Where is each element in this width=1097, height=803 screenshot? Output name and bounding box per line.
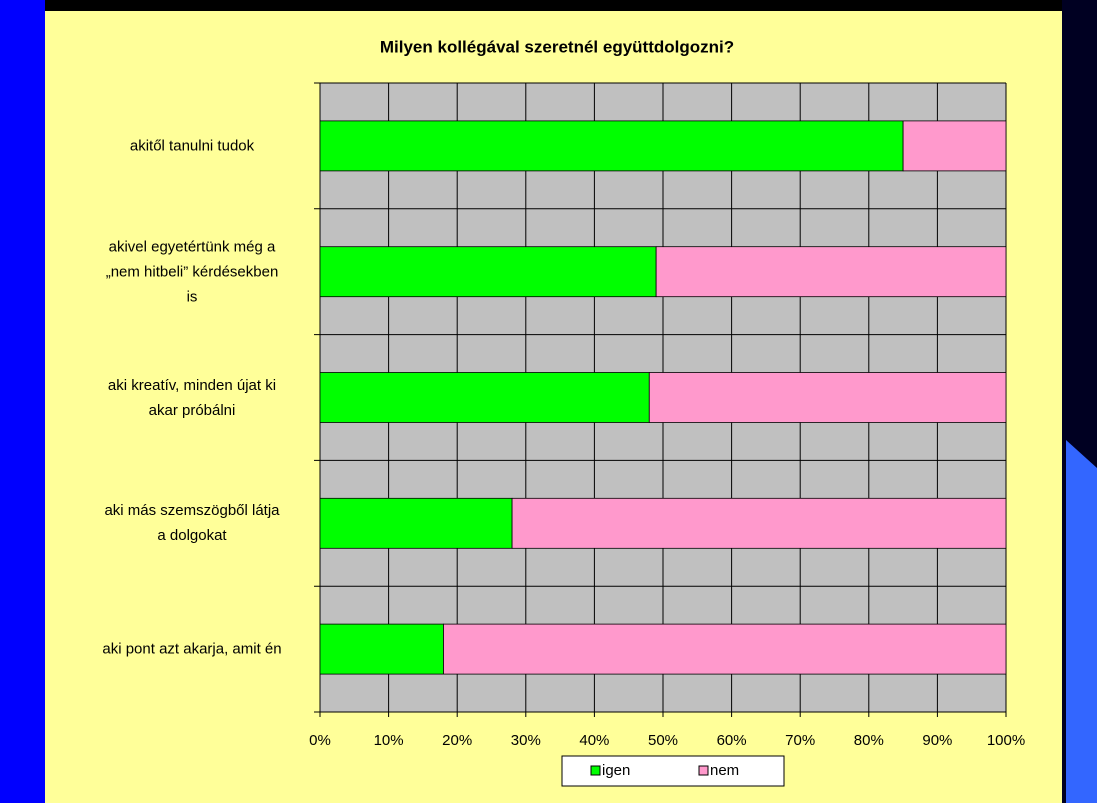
top-bar — [0, 0, 1097, 11]
y-tick-label: aki más szemszögből látja a dolgokat — [104, 502, 280, 545]
x-tick-label: 60% — [717, 732, 747, 749]
y-tick-label: akivel egyetértünk még a „nem hitbeli” k… — [105, 238, 279, 306]
bar — [648, 372, 1007, 423]
bar — [902, 120, 1007, 172]
x-tick-label: 0% — [309, 732, 331, 749]
x-tick-label: 50% — [648, 732, 678, 749]
left-stripe — [0, 0, 45, 803]
y-tick-label: aki kreatív, minden újat ki akar próbáln… — [107, 376, 277, 419]
bar — [319, 372, 650, 423]
x-tick-label: 90% — [922, 732, 952, 749]
legend-label: nem — [710, 762, 739, 779]
bar — [319, 120, 904, 172]
x-tick-label: 10% — [374, 732, 404, 749]
legend-swatch — [590, 765, 601, 776]
bar — [319, 623, 444, 675]
right-accent — [1066, 440, 1097, 803]
bar — [319, 246, 657, 298]
y-tick-label: aki pont azt akarja, amit én — [102, 640, 282, 658]
bar — [655, 246, 1007, 298]
bar — [443, 623, 1007, 675]
chart-title: Milyen kollégával szeretnél együttdolgoz… — [380, 37, 734, 56]
x-tick-label: 80% — [854, 732, 884, 749]
x-tick-label: 20% — [442, 732, 472, 749]
x-tick-label: 30% — [511, 732, 541, 749]
legend-label: igen — [602, 762, 630, 779]
x-tick-label: 100% — [987, 732, 1025, 749]
x-tick-label: 40% — [579, 732, 609, 749]
x-tick-label: 70% — [785, 732, 815, 749]
bar — [319, 497, 513, 549]
legend-swatch — [698, 765, 709, 776]
y-tick-label: akitől tanulni tudok — [129, 137, 255, 155]
bar — [511, 497, 1007, 549]
